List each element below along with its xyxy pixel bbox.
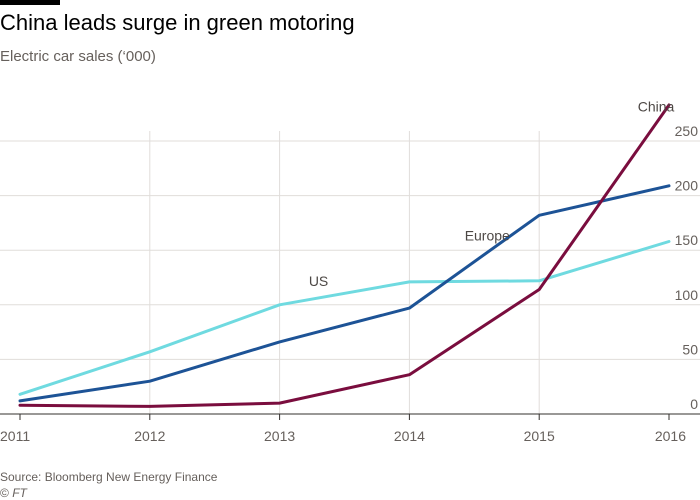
source-note: Source: Bloomberg New Energy Finance xyxy=(0,470,218,484)
y-tick-label-50: 50 xyxy=(682,341,698,357)
y-tick-label-150: 150 xyxy=(675,232,699,248)
x-axis-tick-labels: 2011 2012 2013 2014 2015 2016 xyxy=(0,428,686,444)
x-axis-ticks xyxy=(19,414,670,420)
series-line-europe xyxy=(18,184,671,403)
x-tick-label-2016: 2016 xyxy=(655,428,686,444)
gridlines xyxy=(0,131,700,415)
chart-title: China leads surge in green motoring xyxy=(0,10,355,35)
y-axis-tick-labels: 0 50 100 150 200 250 xyxy=(675,123,699,412)
series-line-china xyxy=(18,103,671,408)
series-line-us xyxy=(18,240,671,396)
ft-credit: © FT xyxy=(0,486,27,500)
x-tick-label-2011: 2011 xyxy=(0,428,30,444)
x-tick-label-2013: 2013 xyxy=(264,428,295,444)
x-tick-label-2014: 2014 xyxy=(394,428,425,444)
chart-subtitle: Electric car sales (‘000) xyxy=(0,48,156,65)
x-tick-label-2012: 2012 xyxy=(134,428,165,444)
brand-bar xyxy=(0,0,60,5)
y-tick-label-200: 200 xyxy=(675,178,699,194)
copyright-symbol: © xyxy=(0,486,9,500)
y-tick-label-100: 100 xyxy=(675,287,699,303)
y-tick-label-250: 250 xyxy=(675,123,699,139)
y-tick-label-0: 0 xyxy=(690,396,698,412)
series-labels: US Europe China xyxy=(309,98,675,289)
series-label-china: China xyxy=(638,98,675,114)
ft-brand: FT xyxy=(12,486,27,500)
x-tick-label-2015: 2015 xyxy=(524,428,555,444)
series-label-us: US xyxy=(309,273,328,289)
series-lines xyxy=(18,103,671,408)
series-label-europe: Europe xyxy=(465,227,510,243)
